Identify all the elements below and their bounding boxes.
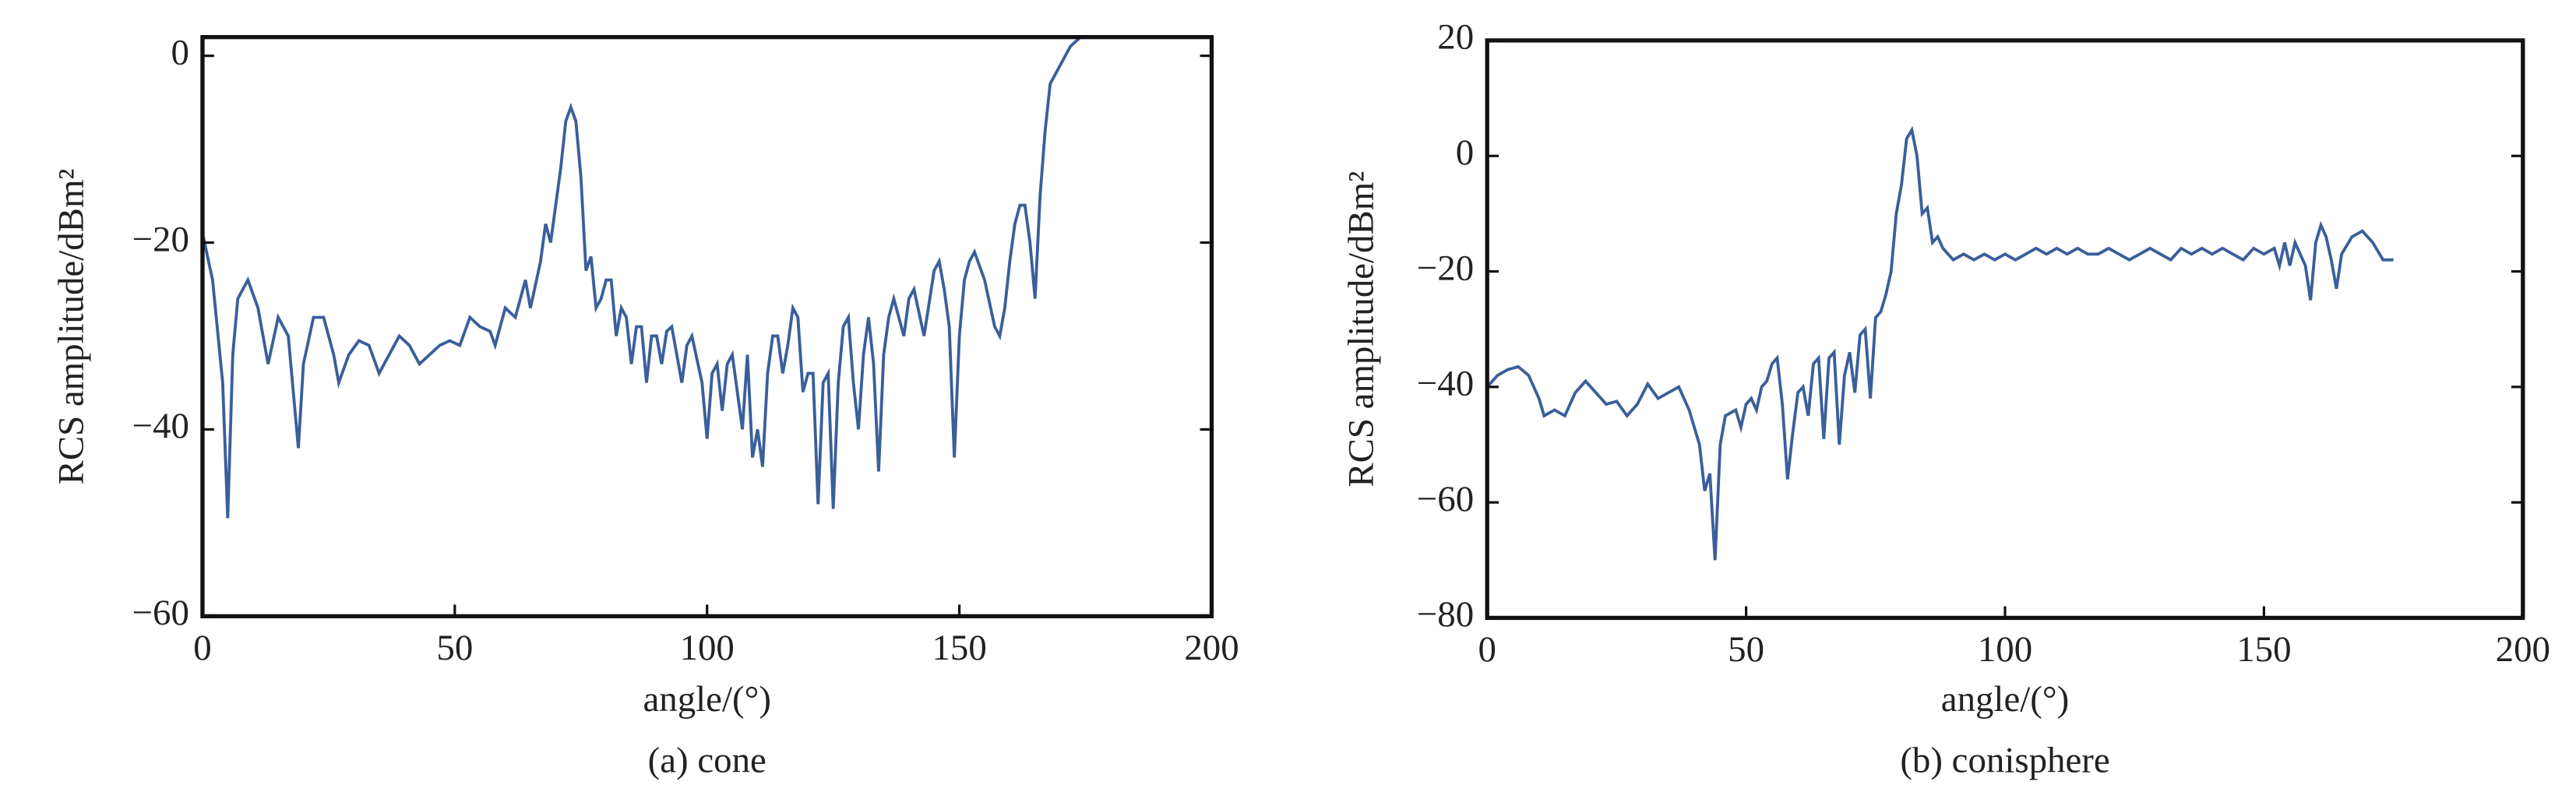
y-tick-label: −60: [1417, 479, 1474, 519]
x-axis-label: angle/(°): [1941, 679, 2069, 720]
x-tick-label: 50: [1728, 629, 1764, 670]
y-tick-label: −40: [1417, 364, 1474, 404]
x-tick-label: 0: [193, 628, 211, 668]
plot-frame: [1485, 38, 2525, 621]
x-tick-label: 200: [1184, 628, 1239, 668]
x-tick-label: 0: [1478, 629, 1496, 670]
x-tick-label: 150: [932, 628, 986, 668]
caption: (b) conisphere: [1900, 741, 2109, 781]
x-axis-label: angle/(°): [643, 679, 770, 720]
y-axis-label: RCS amplitude/dBm²: [51, 169, 92, 485]
y-tick-label: −40: [132, 406, 189, 446]
y-tick-label: 0: [171, 32, 189, 72]
y-axis-label: RCS amplitude/dBm²: [1341, 171, 1381, 487]
caption: (a) cone: [648, 741, 766, 781]
x-tick-label: 200: [2496, 629, 2550, 670]
y-tick-label: −60: [132, 593, 189, 633]
x-tick-label: 100: [1978, 629, 2032, 670]
plot-frame: [200, 34, 1214, 618]
data-line: [1485, 125, 2394, 561]
y-tick-label: −20: [1417, 248, 1474, 288]
y-tick-label: −80: [1417, 594, 1474, 635]
x-tick-label: 50: [436, 628, 473, 668]
x-tick-label: 100: [680, 628, 735, 668]
y-tick-label: −20: [132, 219, 189, 259]
x-tick-label: 150: [2236, 629, 2291, 670]
y-tick-label: 0: [1456, 132, 1474, 173]
data-line: [201, 36, 1082, 519]
y-tick-label: 20: [1437, 17, 1474, 58]
